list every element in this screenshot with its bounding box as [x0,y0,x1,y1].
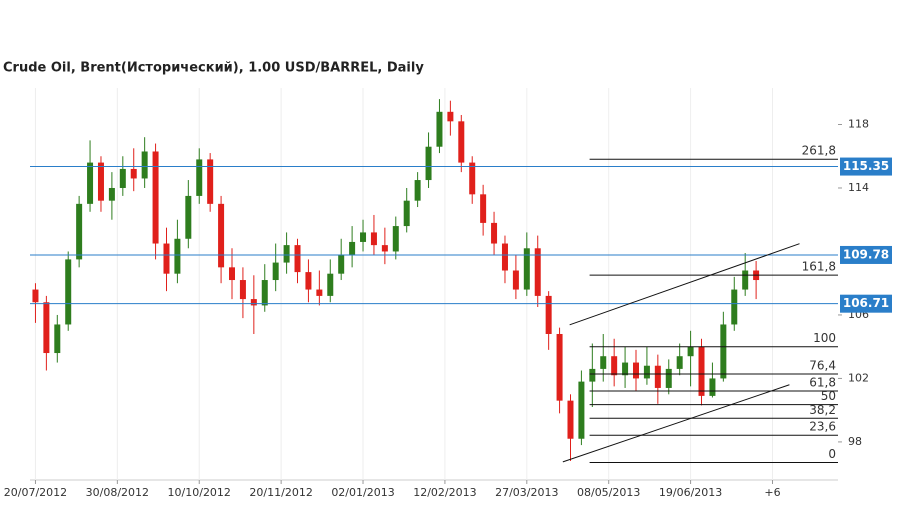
candle-body [534,248,541,296]
candle-body [458,121,465,163]
y-tick-label: 118 [848,118,869,131]
fib-label: 161,8 [802,260,836,274]
candle-body [370,232,377,246]
fib-label: 50 [821,389,836,403]
candle-body [239,280,246,300]
fib-label: 38,2 [809,403,836,417]
candle-body [469,162,476,195]
candle-body [97,162,104,201]
candle-body [141,151,148,179]
candle-body [491,222,498,244]
candle-body [130,168,137,179]
level-box [840,294,892,313]
candle-body [414,180,421,201]
candle-body [327,273,334,296]
candle-body [611,356,618,376]
candle-body [676,356,683,369]
x-tick-label: 10/10/2012 [168,486,231,499]
candle-body [589,368,596,382]
candle-body [501,243,508,271]
candle-body [578,381,585,439]
x-tick-label: 20/11/2012 [249,486,312,499]
candle-body [54,324,61,354]
chart-title: Crude Oil, Brent(Исторический), 1.00 USD… [3,61,424,76]
x-tick-label: 19/06/2013 [659,486,722,499]
candle-body [436,111,443,147]
candle-body [698,346,705,396]
x-tick-label: 30/08/2012 [86,486,149,499]
candle-body [665,368,672,388]
candle-body [196,159,203,196]
candle-body [643,365,650,379]
candle-body [76,203,83,260]
candle-body [654,365,661,388]
candle-body [305,272,312,290]
y-tick-label: 114 [848,181,869,194]
candle-body [545,295,552,334]
candle-body [174,238,181,274]
candle-body [119,168,126,188]
candle-body [360,232,367,242]
y-tick-label: 102 [848,371,869,384]
candle-body [87,162,94,204]
candle-body [709,378,716,396]
candle-body [600,356,607,369]
level-label: 115.35 [843,159,889,173]
candle-body [403,200,410,227]
candle-body [349,241,356,255]
candle-body [152,151,159,244]
fib-label: 0 [828,447,836,461]
candle-body [633,362,639,379]
candle-body [283,245,290,263]
x-tick-label: 12/02/2013 [413,486,476,499]
candle-body [425,146,432,181]
candle-body [512,270,519,290]
x-tick-label: 02/01/2013 [331,486,394,499]
level-label: 106.71 [843,296,889,310]
candle-body [294,245,301,273]
candle-body [731,289,738,325]
candle-body [622,362,629,376]
candle-body [229,267,235,281]
level-label: 109.78 [843,247,889,261]
trend-line [569,243,800,326]
candle-body [742,270,749,290]
candle-body [720,324,727,379]
candle-body [43,302,50,354]
candle-body [185,195,192,239]
fib-label: 76,4 [809,359,836,373]
candle-body [381,245,388,252]
candle-body [316,289,323,296]
candle-body [447,111,454,122]
level-box [840,245,892,264]
candle-body [261,280,268,306]
candle-body [250,299,257,306]
candle-body [687,346,694,357]
fib-label: 261,8 [802,144,836,158]
candle-body [218,203,225,268]
candle-body [32,289,39,303]
candle-body [480,194,487,223]
candle-body [272,262,279,281]
candle-body [163,243,170,274]
candle-body [338,254,345,274]
candle-body [65,259,72,325]
fib-label: 61,8 [809,375,836,389]
candle-body [108,187,115,201]
candle-body [392,226,399,252]
candle-body [556,333,563,401]
trend-line [562,384,790,463]
level-box [840,157,892,176]
candle-body [567,400,574,439]
x-tick-label: 20/07/2012 [4,486,67,499]
x-tick-label: 27/03/2013 [495,486,558,499]
x-tick-label: +6 [764,486,780,499]
candle-body [523,248,530,290]
fib-label: 23,6 [809,420,836,434]
y-tick-label: 98 [848,435,862,448]
fib-label: 100 [813,331,836,345]
candle-body [207,159,214,204]
x-tick-label: 08/05/2013 [577,486,640,499]
